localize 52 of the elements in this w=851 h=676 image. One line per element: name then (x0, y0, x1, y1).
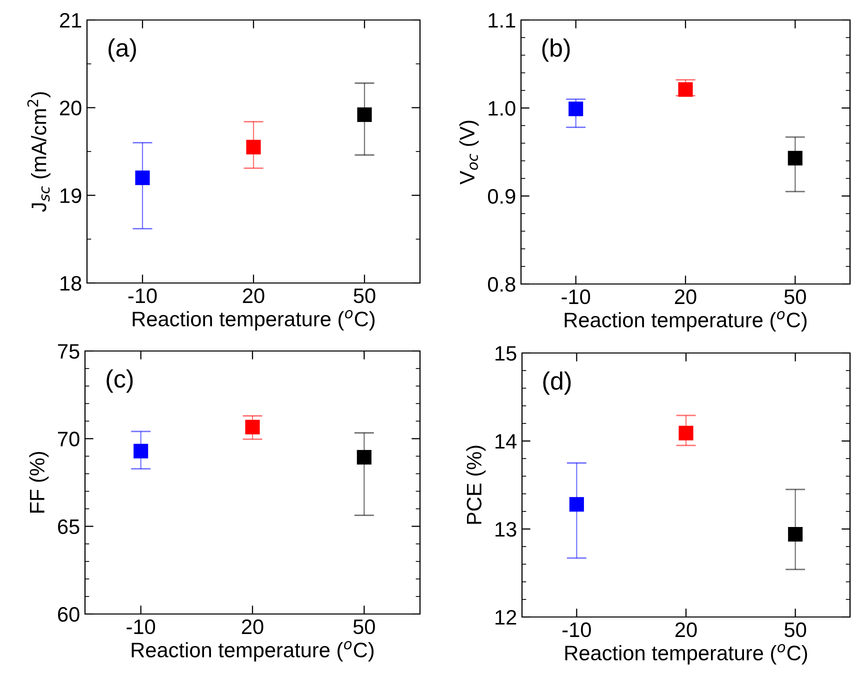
x-axis-title: Reaction temperature ($^{o}$C) (565, 644, 808, 665)
x-axis-title: Reaction temperature ($^{o}$C) (132, 310, 375, 331)
point (568, 102, 584, 116)
x-tick-label: 50 (353, 619, 375, 634)
x-tick-label: 50 (784, 622, 806, 638)
annotation: (d) (543, 371, 571, 395)
y-tick-label: 20 (60, 100, 82, 116)
y-tick-label: 70 (58, 432, 80, 446)
y-tick-label: 18 (60, 276, 82, 291)
point (246, 140, 261, 154)
annotation: (a) (108, 38, 136, 62)
y-axis-title: FF (%) (29, 452, 49, 513)
annotation: (c) (106, 369, 133, 393)
x-axis-title: Reaction temperature ($^{o}$C) (132, 641, 374, 662)
annotation: (b) (542, 38, 570, 62)
x-tick-label: 20 (242, 288, 264, 304)
y-tick-label: 12 (496, 610, 516, 625)
x-tick-label: -10 (126, 619, 156, 634)
point (788, 150, 802, 166)
y-tick-label: 19 (60, 188, 82, 204)
x-tick-label: 20 (674, 289, 696, 304)
x-tick-label: 50 (354, 288, 376, 304)
point (134, 444, 148, 458)
point (788, 526, 803, 542)
x-tick-label: 50 (784, 289, 806, 304)
point (678, 426, 694, 440)
y-tick-label: 1.1 (488, 13, 516, 28)
y-axis-title: V$_{oc}$ (V) (459, 120, 479, 185)
y-tick-label: 13 (496, 522, 516, 537)
y-tick-label: 15 (496, 346, 516, 361)
y-tick-label: 21 (60, 13, 82, 28)
point (356, 450, 372, 465)
x-tick-label: 20 (242, 619, 264, 634)
y-axis-title: PCE (%) (466, 446, 486, 524)
y-tick-label: 0.8 (488, 277, 516, 292)
point (135, 170, 150, 186)
x-tick-label: -10 (562, 622, 591, 638)
y-tick-label: 65 (58, 519, 80, 534)
y-tick-label: 1.0 (488, 101, 516, 116)
x-tick-label: -10 (562, 289, 590, 304)
y-tick-label: 60 (58, 607, 80, 622)
x-tick-label: -10 (128, 288, 157, 304)
point (357, 107, 372, 122)
point (569, 497, 584, 512)
y-tick-label: 14 (496, 434, 517, 449)
y-axis-title: J$_{sc}$ (mA/cm$^{2}$) (27, 92, 50, 212)
point (678, 82, 693, 97)
y-tick-label: 75 (58, 344, 80, 359)
x-axis-title: Reaction temperature ($^{o}$C) (564, 311, 807, 332)
x-tick-label: 20 (675, 622, 697, 638)
y-tick-label: 0.9 (488, 189, 516, 204)
point (245, 420, 260, 434)
